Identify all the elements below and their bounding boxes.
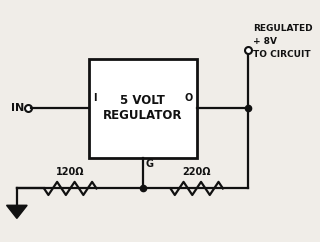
Text: REGULATOR: REGULATOR [103,109,183,122]
Text: + 8V: + 8V [253,37,277,46]
Polygon shape [6,205,27,218]
Text: O: O [185,93,193,103]
Text: IN: IN [11,103,24,113]
Bar [89,59,197,158]
Text: 5 VOLT: 5 VOLT [120,94,165,107]
Text: TO CIRCUIT: TO CIRCUIT [253,50,310,59]
Text: 220Ω: 220Ω [182,167,211,177]
Text: 120Ω: 120Ω [56,167,84,177]
Text: REGULATED: REGULATED [253,24,312,33]
Text: G: G [146,159,154,169]
Text: I: I [93,93,96,103]
